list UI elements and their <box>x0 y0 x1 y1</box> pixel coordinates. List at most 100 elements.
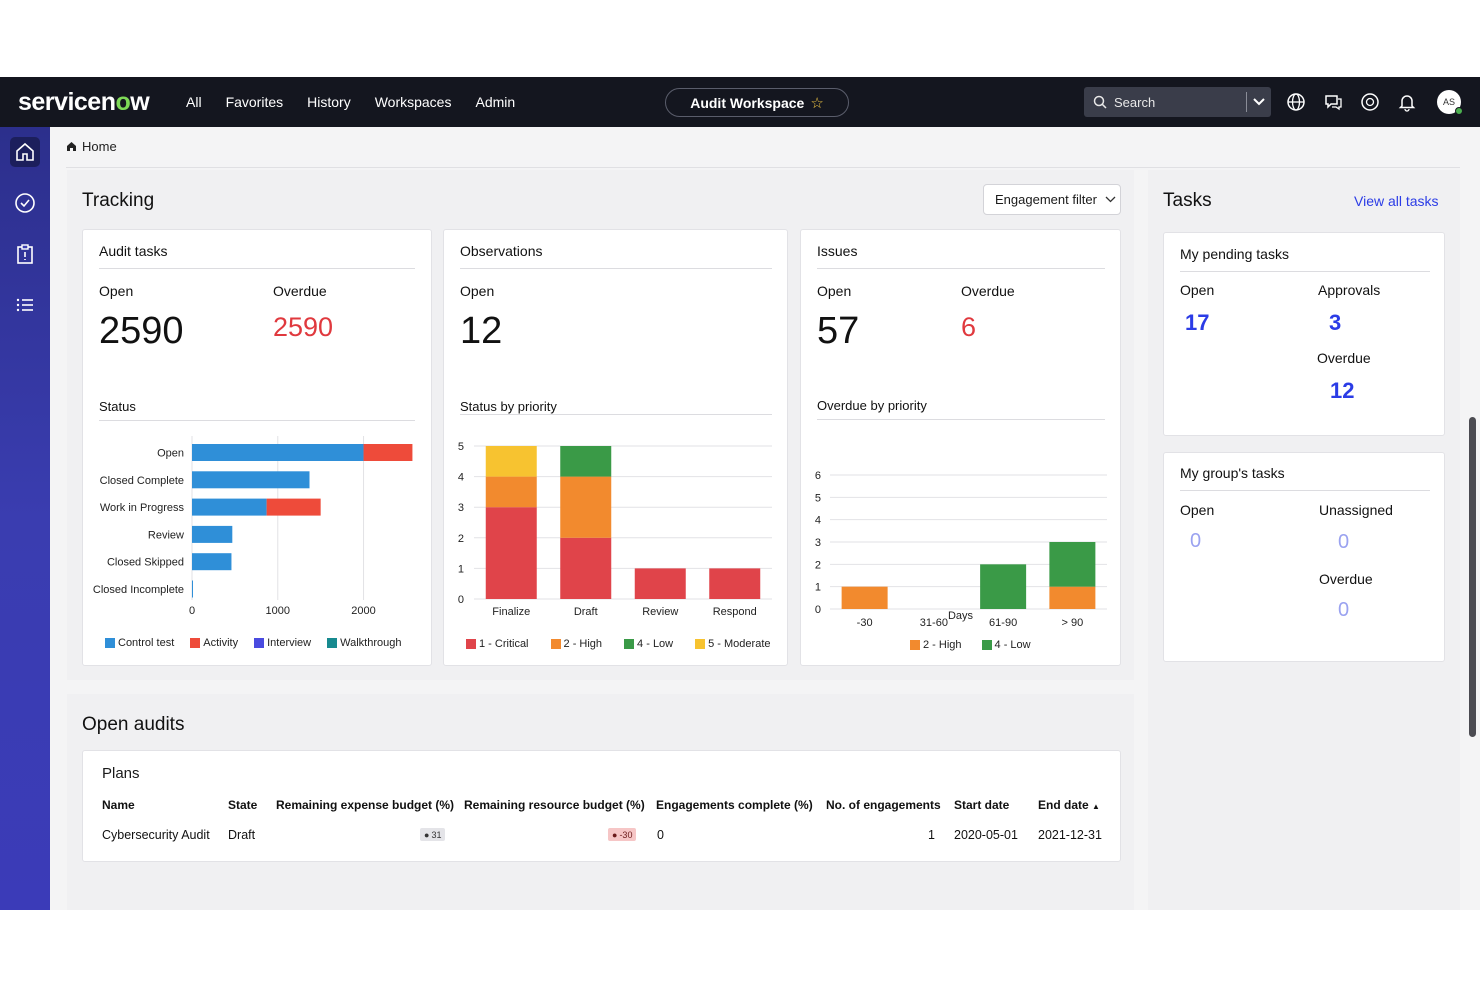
observations-legend: 1 - Critical 2 - High 4 - Low 5 - Modera… <box>466 638 771 650</box>
col-expense-budget[interactable]: Remaining expense budget (%) <box>276 798 455 812</box>
category-label: Closed Complete <box>100 475 184 487</box>
category-label: Closed Incomplete <box>93 584 184 596</box>
breadcrumb-home[interactable]: Home <box>82 139 117 154</box>
view-all-tasks-link[interactable]: View all tasks <box>1354 193 1439 209</box>
sidebar-tasks[interactable] <box>10 188 40 218</box>
col-end-date[interactable]: End date ▲ <box>1038 798 1100 812</box>
legend-moderate[interactable]: 5 - Moderate <box>695 638 771 650</box>
legend-high[interactable]: 2 - High <box>550 638 602 650</box>
tasks-title: Tasks <box>1163 190 1212 211</box>
bar-1-critical <box>634 568 686 599</box>
search-icon <box>1093 95 1107 109</box>
category-label: Review <box>148 529 184 541</box>
group-tasks-card[interactable]: My group's tasks Open 0 Unassigned 0 Ove… <box>1163 452 1445 662</box>
y-tick-label: 4 <box>815 515 821 527</box>
sidebar-home[interactable] <box>10 137 40 167</box>
global-search[interactable]: Search <box>1084 87 1271 117</box>
nav-admin[interactable]: Admin <box>475 94 516 110</box>
dot-icon: ● <box>612 829 618 840</box>
legend-activity[interactable]: Activity <box>190 637 238 649</box>
open-count[interactable]: 57 <box>817 310 860 352</box>
y-tick-label: 0 <box>815 604 821 616</box>
x-tick-label: -30 <box>857 617 873 629</box>
home-icon <box>67 142 76 151</box>
open-count[interactable]: 0 <box>1190 530 1202 552</box>
star-icon[interactable]: ☆ <box>810 94 824 112</box>
page-scrollbar[interactable] <box>1469 417 1476 737</box>
x-tick-label: Respond <box>713 606 757 618</box>
chat-icon[interactable] <box>1323 92 1343 112</box>
pending-tasks-title: My pending tasks <box>1180 246 1289 262</box>
legend-low[interactable]: 4 - Low <box>981 639 1031 651</box>
nav-favorites[interactable]: Favorites <box>225 94 284 110</box>
bar-2-high <box>1049 586 1096 609</box>
col-engagements-complete[interactable]: Engagements complete (%) <box>656 798 813 812</box>
engagement-filter-button[interactable]: Engagement filter <box>983 184 1121 215</box>
group-tasks-title: My group's tasks <box>1180 465 1285 481</box>
help-icon[interactable] <box>1360 92 1380 112</box>
online-status-dot <box>1455 107 1463 115</box>
open-audits-title: Open audits <box>82 714 185 735</box>
legend-low[interactable]: 4 - Low <box>624 638 673 650</box>
overdue-count[interactable]: 0 <box>1338 599 1350 621</box>
legend-critical[interactable]: 1 - Critical <box>466 638 529 650</box>
app-frame: servicenow All Favorites History Workspa… <box>0 77 1480 910</box>
bar-2-high <box>485 476 537 508</box>
issues-title: Issues <box>817 243 858 259</box>
bar-4-low <box>980 564 1027 609</box>
col-name[interactable]: Name <box>102 798 135 812</box>
workspace-switcher[interactable]: Audit Workspace ☆ <box>665 88 849 117</box>
nav-all[interactable]: All <box>186 94 202 110</box>
open-count[interactable]: 17 <box>1185 310 1210 335</box>
x-tick-label: Finalize <box>492 606 530 618</box>
overdue-count[interactable]: 6 <box>961 312 977 342</box>
user-avatar[interactable]: AS <box>1437 90 1463 115</box>
breadcrumb[interactable]: Home <box>66 139 117 154</box>
category-label: Closed Skipped <box>107 557 184 569</box>
x-tick-label: Review <box>642 606 678 618</box>
legend-control-test[interactable]: Control test <box>105 637 174 649</box>
col-number-engagements[interactable]: No. of engagements <box>826 798 941 812</box>
open-count[interactable]: 12 <box>460 310 503 352</box>
issues-chart: 0 1 2 3 4 5 6 -30 31-60 61-90 > 90 <box>815 470 1107 629</box>
overdue-count[interactable]: 12 <box>1330 378 1355 403</box>
plan-state: Draft <box>228 828 256 842</box>
sidebar-list[interactable] <box>10 290 40 320</box>
tracking-title: Tracking <box>82 190 155 211</box>
legend-swatch <box>981 640 992 650</box>
audit-tasks-card[interactable]: Audit tasks Open 2590 Overdue 2590 Statu… <box>82 229 432 666</box>
observations-card[interactable]: Observations Open 12 Status by priority … <box>443 229 788 666</box>
status-legend: Control test Activity Interview Walkthro… <box>105 637 401 649</box>
y-tick-label: 5 <box>815 492 821 504</box>
legend-walkthrough[interactable]: Walkthrough <box>327 637 401 649</box>
chevron-down-icon <box>1105 196 1116 203</box>
y-tick-label: 6 <box>815 470 821 482</box>
servicenow-logo[interactable]: servicenow <box>18 88 150 116</box>
x-tick-label: 0 <box>189 605 195 617</box>
nav-links: All Favorites History Workspaces Admin <box>186 77 515 127</box>
dot-icon: ● <box>424 829 430 840</box>
chevron-down-icon[interactable] <box>1247 98 1271 106</box>
overdue-label: Overdue <box>1317 350 1371 366</box>
overdue-count[interactable]: 2590 <box>273 312 334 342</box>
open-count[interactable]: 2590 <box>99 310 184 352</box>
unassigned-count[interactable]: 0 <box>1338 531 1350 553</box>
issues-card[interactable]: Issues Open 57 Overdue 6 Overdue by prio… <box>800 229 1121 666</box>
resource-budget-value: -30 <box>619 829 633 840</box>
legend-label: 1 - Critical <box>479 638 529 650</box>
pending-tasks-card[interactable]: My pending tasks Open 17 Approvals 3 Ove… <box>1163 232 1445 436</box>
nav-history[interactable]: History <box>307 94 351 110</box>
col-resource-budget[interactable]: Remaining resource budget (%) <box>464 798 645 812</box>
legend-label: Activity <box>203 637 239 649</box>
plan-name-link[interactable]: Cybersecurity Audit <box>102 828 210 842</box>
nav-workspaces[interactable]: Workspaces <box>374 94 452 110</box>
legend-interview[interactable]: Interview <box>254 637 311 649</box>
sidebar-clipboard[interactable] <box>10 239 40 269</box>
bar-control-test <box>192 580 193 598</box>
col-start-date[interactable]: Start date <box>954 798 1010 812</box>
col-state[interactable]: State <box>228 798 258 812</box>
bell-icon[interactable] <box>1397 92 1417 112</box>
legend-high[interactable]: 2 - High <box>910 639 962 651</box>
approvals-count[interactable]: 3 <box>1329 310 1342 335</box>
globe-icon[interactable] <box>1286 92 1306 112</box>
